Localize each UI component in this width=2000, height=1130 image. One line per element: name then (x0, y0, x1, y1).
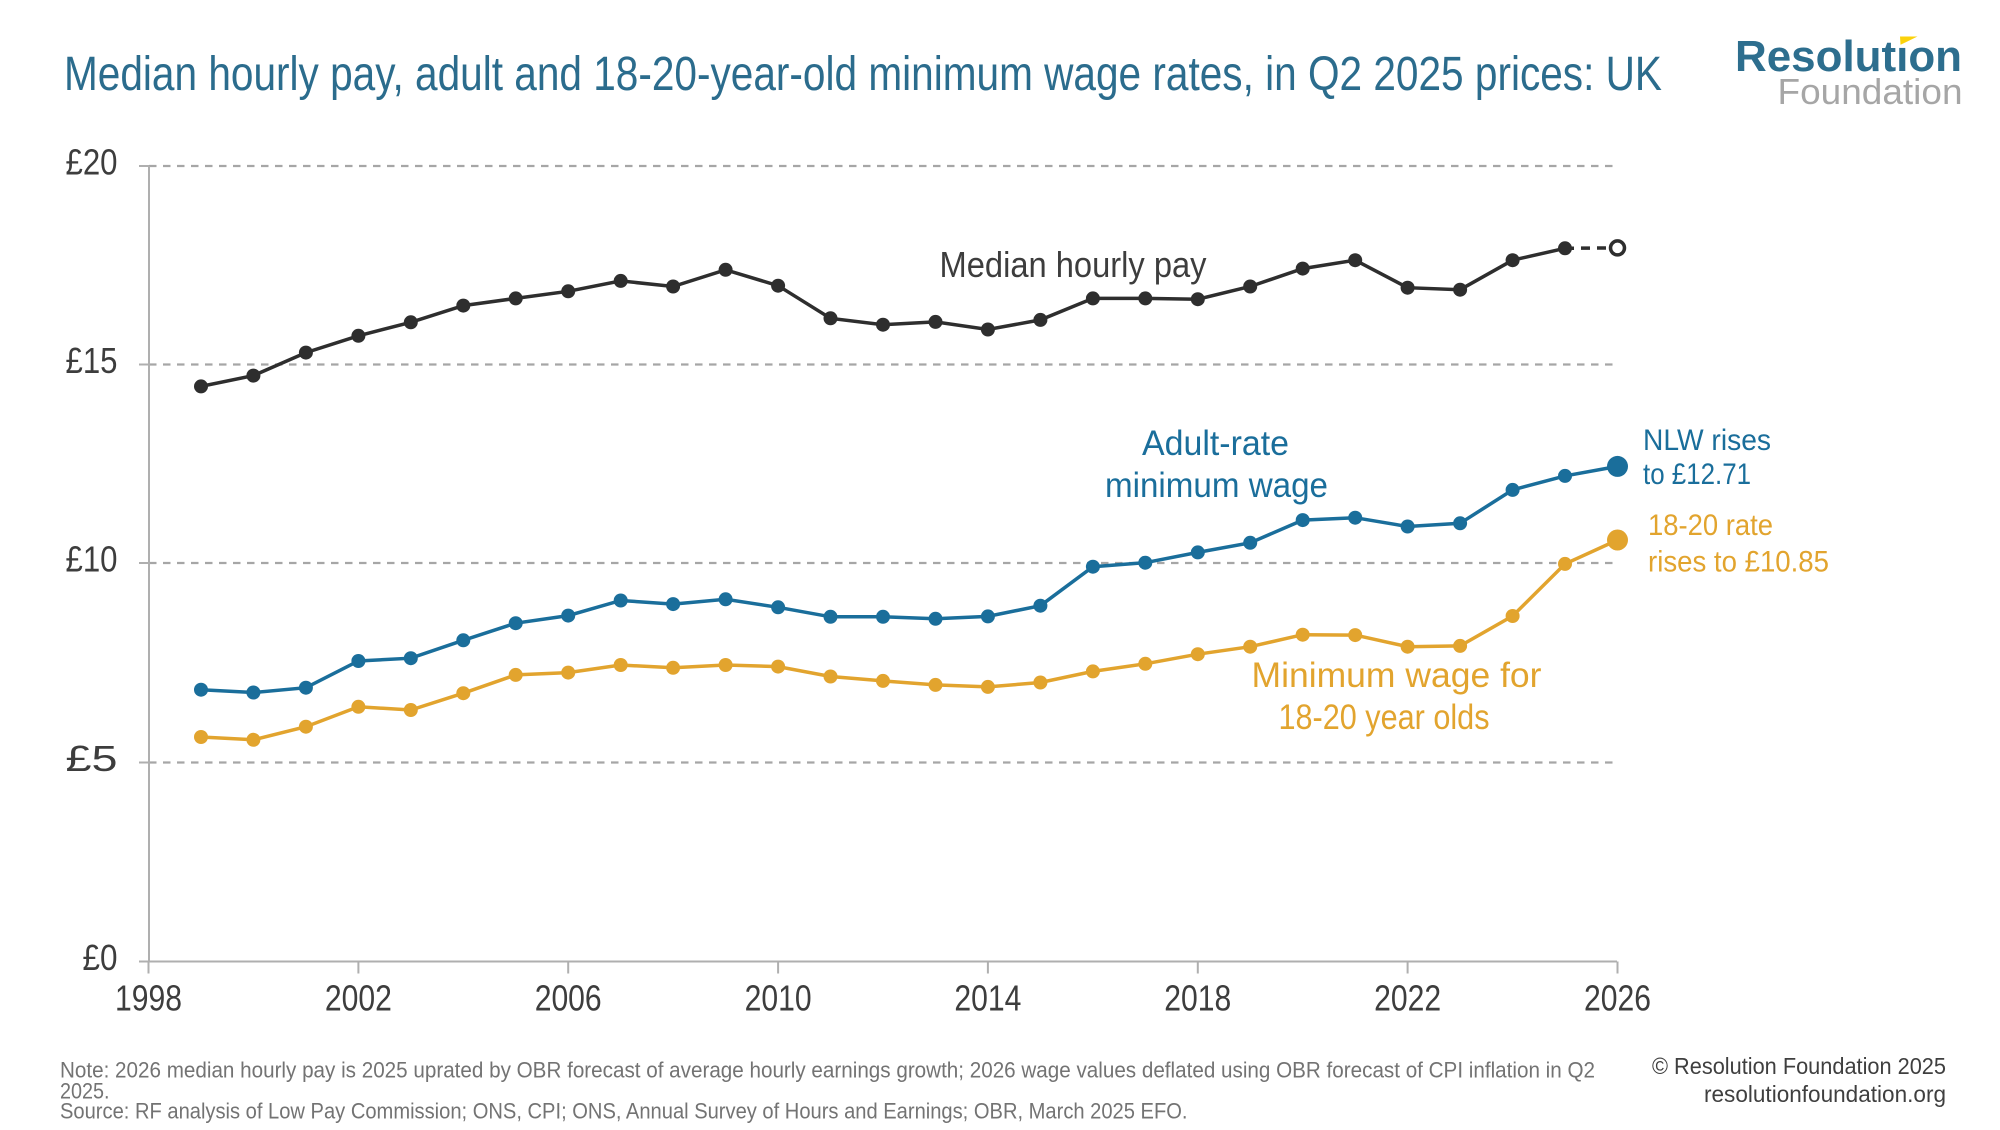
svg-text:resolutionfoundation.org: resolutionfoundation.org (1704, 1081, 1946, 1107)
svg-text:2006: 2006 (535, 978, 602, 1019)
svg-text:2010: 2010 (745, 978, 812, 1019)
svg-text:£20: £20 (66, 141, 118, 182)
svg-text:Adult-rate: Adult-rate (1142, 424, 1289, 463)
svg-text:2014: 2014 (954, 978, 1021, 1019)
svg-text:2018: 2018 (1164, 978, 1231, 1019)
svg-text:© Resolution Foundation 2025: © Resolution Foundation 2025 (1652, 1053, 1946, 1079)
svg-text:Note: 2026 median hourly pay i: Note: 2026 median hourly pay is 2025 upr… (60, 1058, 1595, 1083)
svg-text:Minimum wage for: Minimum wage for (1252, 656, 1542, 695)
svg-text:Median hourly pay: Median hourly pay (940, 244, 1207, 285)
svg-text:£0: £0 (83, 937, 118, 978)
svg-text:£15: £15 (66, 340, 118, 381)
svg-text:Foundation: Foundation (1778, 71, 1963, 112)
svg-text:Source: RF analysis of Low Pay: Source: RF analysis of Low Pay Commissio… (60, 1099, 1188, 1124)
svg-text:18-20 year olds: 18-20 year olds (1279, 698, 1490, 737)
svg-text:rises to £10.85: rises to £10.85 (1648, 546, 1829, 579)
svg-text:1998: 1998 (115, 978, 182, 1019)
svg-text:£5: £5 (66, 738, 118, 779)
svg-text:to £12.71: to £12.71 (1643, 458, 1751, 491)
svg-text:Median hourly pay, adult and 1: Median hourly pay, adult and 18-20-year-… (64, 48, 1662, 101)
svg-text:2026: 2026 (1584, 978, 1651, 1019)
svg-text:minimum wage: minimum wage (1105, 466, 1328, 505)
svg-text:2022: 2022 (1374, 978, 1441, 1019)
svg-text:18-20 rate: 18-20 rate (1648, 509, 1773, 542)
svg-text:2002: 2002 (325, 978, 392, 1019)
svg-text:£10: £10 (66, 538, 118, 579)
svg-text:NLW rises: NLW rises (1643, 424, 1771, 457)
